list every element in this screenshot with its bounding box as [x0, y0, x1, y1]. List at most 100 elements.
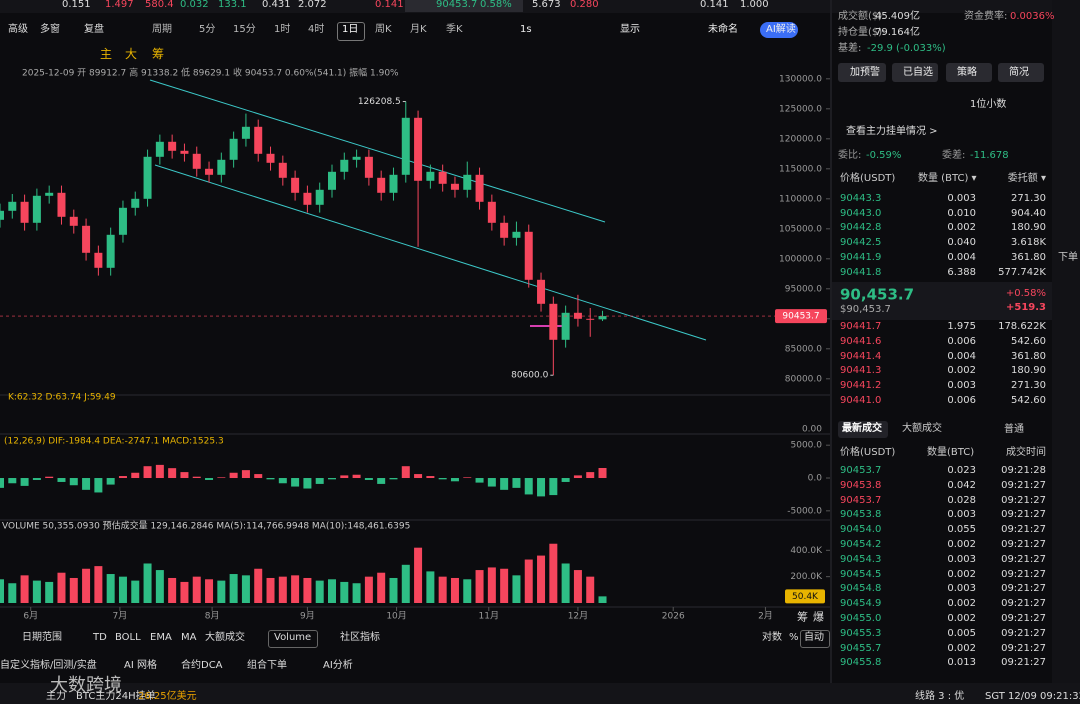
- bid-cell: 361.80: [1011, 350, 1046, 362]
- macd-bar: [106, 478, 115, 485]
- macd-bar: [266, 478, 275, 480]
- macd-bar: [463, 477, 472, 479]
- toolbar-button[interactable]: 显示: [620, 24, 640, 35]
- macd-bar: [180, 472, 189, 479]
- toolbar-button[interactable]: AI解读: [766, 24, 796, 35]
- candle-body: [487, 201, 496, 223]
- volume-bar: [598, 596, 607, 603]
- tool-button[interactable]: AI 网格: [124, 660, 157, 671]
- macd-bar: [69, 478, 78, 486]
- volume-bar: [106, 574, 115, 603]
- precision-select[interactable]: 1位小数: [970, 99, 1007, 110]
- trade-tab[interactable]: 最新成交: [842, 423, 882, 434]
- macd-bar: [426, 476, 435, 479]
- volume-bar: [266, 577, 275, 603]
- indicator-toggle[interactable]: 主: [100, 47, 113, 61]
- ask-cell: 3.618K: [1010, 237, 1046, 249]
- period-button[interactable]: 1时: [274, 24, 291, 35]
- volume-bar: [475, 570, 484, 603]
- period-button[interactable]: 周K: [375, 24, 392, 35]
- period-button[interactable]: 1日: [342, 24, 359, 35]
- scale-button[interactable]: %: [789, 632, 799, 643]
- toolbar-button[interactable]: 1s: [520, 24, 532, 35]
- volume-bar: [180, 581, 189, 603]
- panel-button[interactable]: 已自选: [903, 67, 933, 78]
- status-line: 线路 3 : 优: [915, 691, 965, 702]
- volume-bar: [512, 575, 521, 603]
- trade-cell: 0.013: [947, 657, 976, 669]
- tool-button[interactable]: AI分析: [323, 660, 353, 671]
- ratio-value: -0.59%: [866, 150, 902, 161]
- toolbar-button[interactable]: 未命名: [708, 24, 738, 35]
- mid-price-bg: [832, 282, 1052, 320]
- scale-button[interactable]: 对数: [762, 632, 782, 643]
- main-orders-link[interactable]: 查看主力挂单情况 >: [846, 126, 938, 137]
- volume-bar: [217, 580, 226, 603]
- indicator-button[interactable]: BOLL: [115, 632, 141, 643]
- macd-bar: [598, 468, 607, 479]
- ask-cell: 90442.5: [840, 237, 882, 249]
- volume-bar: [586, 576, 595, 603]
- x-tick-label: 2026: [662, 612, 685, 622]
- period-button[interactable]: 15分: [233, 24, 256, 35]
- volume-bar: [389, 577, 398, 603]
- candle-body: [463, 174, 472, 190]
- indicator-button[interactable]: TD: [93, 632, 107, 643]
- side-toggle[interactable]: 筹: [797, 610, 808, 624]
- tool-button[interactable]: 合约DCA: [181, 660, 223, 671]
- trade-cell: 0.002: [947, 539, 976, 550]
- panel-button-bg: [838, 63, 886, 82]
- ask-cell: 90441.8: [840, 266, 882, 278]
- macd-bar: [524, 478, 533, 495]
- indicator-button[interactable]: MA: [181, 632, 197, 643]
- trade-cell: 09:21:27: [1001, 568, 1046, 580]
- tool-button[interactable]: 自定义指标/回测/实盘: [0, 660, 97, 671]
- ask-cell: 0.003: [947, 193, 976, 204]
- panel-button[interactable]: 加预警: [850, 67, 880, 78]
- last-price-tag: [775, 309, 827, 324]
- indicator-button[interactable]: EMA: [150, 632, 172, 643]
- period-button[interactable]: 周期: [152, 24, 172, 35]
- macd-bar: [217, 477, 226, 479]
- macd-bar: [364, 478, 373, 480]
- volume-bar: [229, 574, 238, 603]
- trade-cell: 09:21:27: [1001, 553, 1046, 565]
- annotation-label: 126208.5: [358, 97, 401, 107]
- candle-body: [524, 231, 533, 280]
- toolbar-button[interactable]: 复盘: [84, 24, 104, 35]
- bid-cell: 90441.6: [840, 335, 882, 347]
- scale-button[interactable]: 自动: [804, 632, 824, 643]
- volume-bar: [463, 579, 472, 603]
- period-button[interactable]: 5分: [199, 24, 216, 35]
- panel-button[interactable]: 策略: [957, 67, 977, 78]
- trade-filter[interactable]: 普通: [1004, 424, 1024, 435]
- trade-cell: 90454.5: [840, 568, 882, 580]
- period-button[interactable]: 4时: [308, 24, 325, 35]
- candle-body: [106, 234, 115, 268]
- candle-body: [315, 189, 324, 205]
- toolbar-button[interactable]: 多窗: [40, 24, 60, 35]
- panel-button[interactable]: 简况: [1009, 67, 1029, 78]
- indicator-button[interactable]: Volume: [274, 632, 312, 643]
- macd-bar: [168, 468, 177, 479]
- indicator-toggle[interactable]: 大: [125, 47, 138, 61]
- trade-tab[interactable]: 大额成交: [902, 423, 942, 434]
- period-button[interactable]: 月K: [410, 24, 427, 35]
- bid-cell: 90441.4: [840, 350, 882, 362]
- side-label[interactable]: 下单: [1058, 252, 1078, 263]
- indicator-button[interactable]: 大额成交: [205, 632, 245, 643]
- indicator-toggle[interactable]: 筹: [152, 47, 165, 61]
- candle-body: [118, 207, 127, 235]
- trade-cell: 09:21:27: [1001, 613, 1046, 624]
- stat-label: 基差:: [838, 43, 862, 54]
- indicator-button[interactable]: 社区指标: [340, 632, 380, 643]
- period-button[interactable]: 季K: [446, 24, 463, 35]
- toolbar-button[interactable]: 高级: [8, 24, 28, 35]
- indicator-button[interactable]: 日期范围: [22, 632, 62, 643]
- candle-body: [426, 171, 435, 181]
- side-toggle[interactable]: 爆: [813, 610, 824, 624]
- trade-cell: 0.028: [947, 494, 976, 506]
- macd-bar: [586, 472, 595, 479]
- volume-bar: [364, 576, 373, 603]
- tool-button[interactable]: 组合下单: [247, 660, 287, 671]
